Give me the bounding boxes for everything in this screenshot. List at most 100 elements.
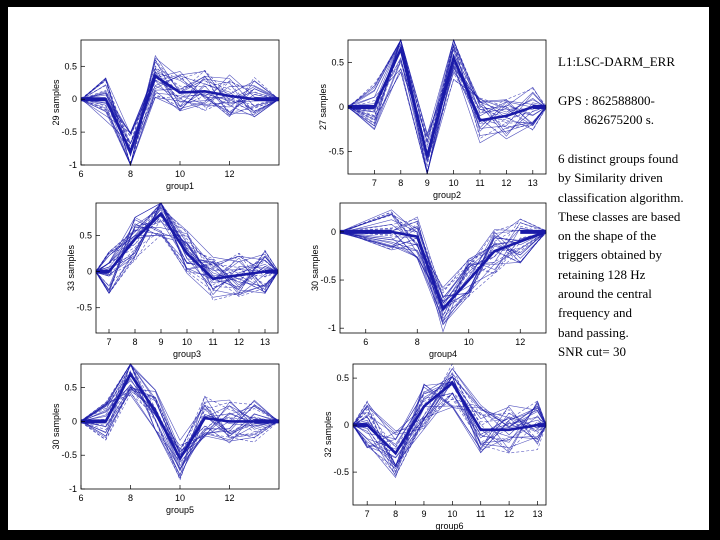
chart-5: 6 8 10 12 -1 -0.5 0 0.5 group5 30 samples bbox=[51, 363, 280, 515]
trace-line bbox=[339, 231, 547, 302]
y-tick-label: 0 bbox=[331, 227, 336, 237]
x-tick-label: 8 bbox=[398, 178, 403, 188]
chart-4: 6 8 10 12 -1 -0.5 0 group4 30 samples bbox=[310, 202, 547, 359]
x-tick-label: 13 bbox=[528, 178, 538, 188]
trace-line bbox=[352, 398, 547, 455]
x-tick-label: 12 bbox=[501, 178, 511, 188]
trace-line bbox=[352, 375, 547, 459]
trace-line bbox=[339, 221, 547, 308]
y-axis-label: 30 samples bbox=[51, 403, 61, 450]
trace-line bbox=[80, 393, 280, 457]
trace-line bbox=[80, 59, 280, 166]
y-tick-label: 0 bbox=[339, 102, 344, 112]
trace-line bbox=[80, 363, 280, 477]
y-tick-label: 0.5 bbox=[336, 373, 349, 383]
trace-line bbox=[80, 80, 280, 166]
trace-line bbox=[339, 222, 547, 313]
trace-line bbox=[80, 76, 280, 149]
trace-line bbox=[80, 378, 280, 472]
trace-line bbox=[80, 76, 280, 137]
trace-line bbox=[339, 230, 547, 315]
x-tick-label: 9 bbox=[421, 509, 426, 519]
y-axis-label: 27 samples bbox=[318, 83, 328, 130]
x-tick-label: 9 bbox=[158, 337, 163, 347]
trace-line bbox=[95, 202, 279, 287]
x-tick-label: 11 bbox=[475, 178, 484, 188]
x-tick-label: 8 bbox=[132, 337, 137, 347]
x-tick-label: 10 bbox=[464, 337, 474, 347]
trace-line bbox=[352, 391, 547, 474]
slide-title: L1:LSC-DARM_ERR bbox=[558, 54, 676, 69]
trace-line bbox=[95, 202, 279, 273]
trace-line bbox=[339, 211, 547, 308]
trace-line bbox=[95, 202, 279, 287]
y-tick-label: -0.5 bbox=[76, 303, 92, 313]
y-axis-label: 29 samples bbox=[51, 79, 61, 126]
x-tick-label: 12 bbox=[224, 493, 234, 503]
x-tick-label: 11 bbox=[476, 509, 485, 519]
y-tick-label: -0.5 bbox=[328, 147, 344, 157]
trace-line bbox=[347, 39, 547, 172]
trace-line bbox=[347, 39, 547, 161]
trace-line bbox=[80, 386, 280, 453]
x-tick-label: 7 bbox=[365, 509, 370, 519]
trace-line bbox=[347, 39, 547, 154]
trace-line bbox=[339, 230, 547, 319]
slide: 6 8 10 12 -1 -0.5 0 0.5 group1 29 samples 7 8 9 10 11 1… bbox=[8, 7, 709, 530]
chart-6: 7 8 9 10 11 12 13 -0.5 0 0.5 group6 32 samples bbox=[323, 363, 547, 530]
y-tick-label: 0.5 bbox=[79, 231, 92, 241]
trace-line bbox=[352, 380, 547, 445]
y-tick-label: -0.5 bbox=[320, 275, 336, 285]
y-tick-label: -1 bbox=[69, 160, 77, 170]
x-tick-label: 13 bbox=[260, 337, 270, 347]
trace-line bbox=[352, 383, 547, 467]
x-tick-label: 11 bbox=[208, 337, 217, 347]
x-tick-label: 10 bbox=[182, 337, 192, 347]
trace-line bbox=[95, 202, 279, 293]
trace-line bbox=[352, 372, 547, 468]
mean-line bbox=[81, 371, 279, 462]
mean-line bbox=[81, 74, 279, 156]
x-tick-label: 12 bbox=[234, 337, 244, 347]
trace-line bbox=[339, 213, 547, 297]
x-tick-label: 10 bbox=[449, 178, 459, 188]
y-tick-label: -0.5 bbox=[61, 127, 77, 137]
x-tick-label: 6 bbox=[78, 493, 83, 503]
y-tick-label: 0 bbox=[72, 416, 77, 426]
trace-line bbox=[352, 367, 547, 450]
x-tick-label: 13 bbox=[532, 509, 542, 519]
x-tick-label: 6 bbox=[363, 337, 368, 347]
x-tick-label: 8 bbox=[128, 169, 133, 179]
trace-line bbox=[80, 390, 280, 467]
trace-line bbox=[80, 363, 280, 480]
trace-line bbox=[339, 225, 547, 291]
chart-2: 7 8 9 10 11 12 13 -0.5 0 0.5 group2 27 samples bbox=[318, 38, 547, 200]
trace-line bbox=[95, 220, 279, 294]
chart-3: 7 8 9 10 11 12 13 -0.5 0 0.5 group3 33 samples bbox=[66, 202, 279, 359]
trace-line bbox=[347, 38, 547, 147]
y-tick-label: 0 bbox=[72, 94, 77, 104]
plot-frame bbox=[352, 363, 547, 506]
trace-line bbox=[95, 206, 279, 297]
trace-line bbox=[80, 58, 280, 166]
trace-line bbox=[347, 53, 547, 174]
trace-line bbox=[339, 211, 547, 294]
x-axis-label: group5 bbox=[166, 505, 194, 515]
x-tick-label: 10 bbox=[447, 509, 457, 519]
trace-line bbox=[80, 370, 280, 451]
y-axis-label: 32 samples bbox=[323, 411, 333, 458]
trace-line bbox=[80, 72, 280, 134]
trace-line bbox=[347, 39, 547, 140]
x-tick-label: 8 bbox=[415, 337, 420, 347]
trace-line bbox=[339, 214, 547, 322]
x-tick-label: 6 bbox=[78, 169, 83, 179]
trace-line bbox=[95, 202, 279, 296]
trace-line bbox=[352, 406, 547, 458]
trace-line bbox=[80, 73, 280, 137]
y-axis-label: 33 samples bbox=[66, 244, 76, 291]
trace-line bbox=[80, 78, 280, 150]
trace-line bbox=[95, 202, 279, 278]
description-text: 6 distinct groups found by Similarity dr… bbox=[558, 151, 684, 359]
x-tick-label: 12 bbox=[515, 337, 525, 347]
y-tick-label: 0 bbox=[344, 420, 349, 430]
